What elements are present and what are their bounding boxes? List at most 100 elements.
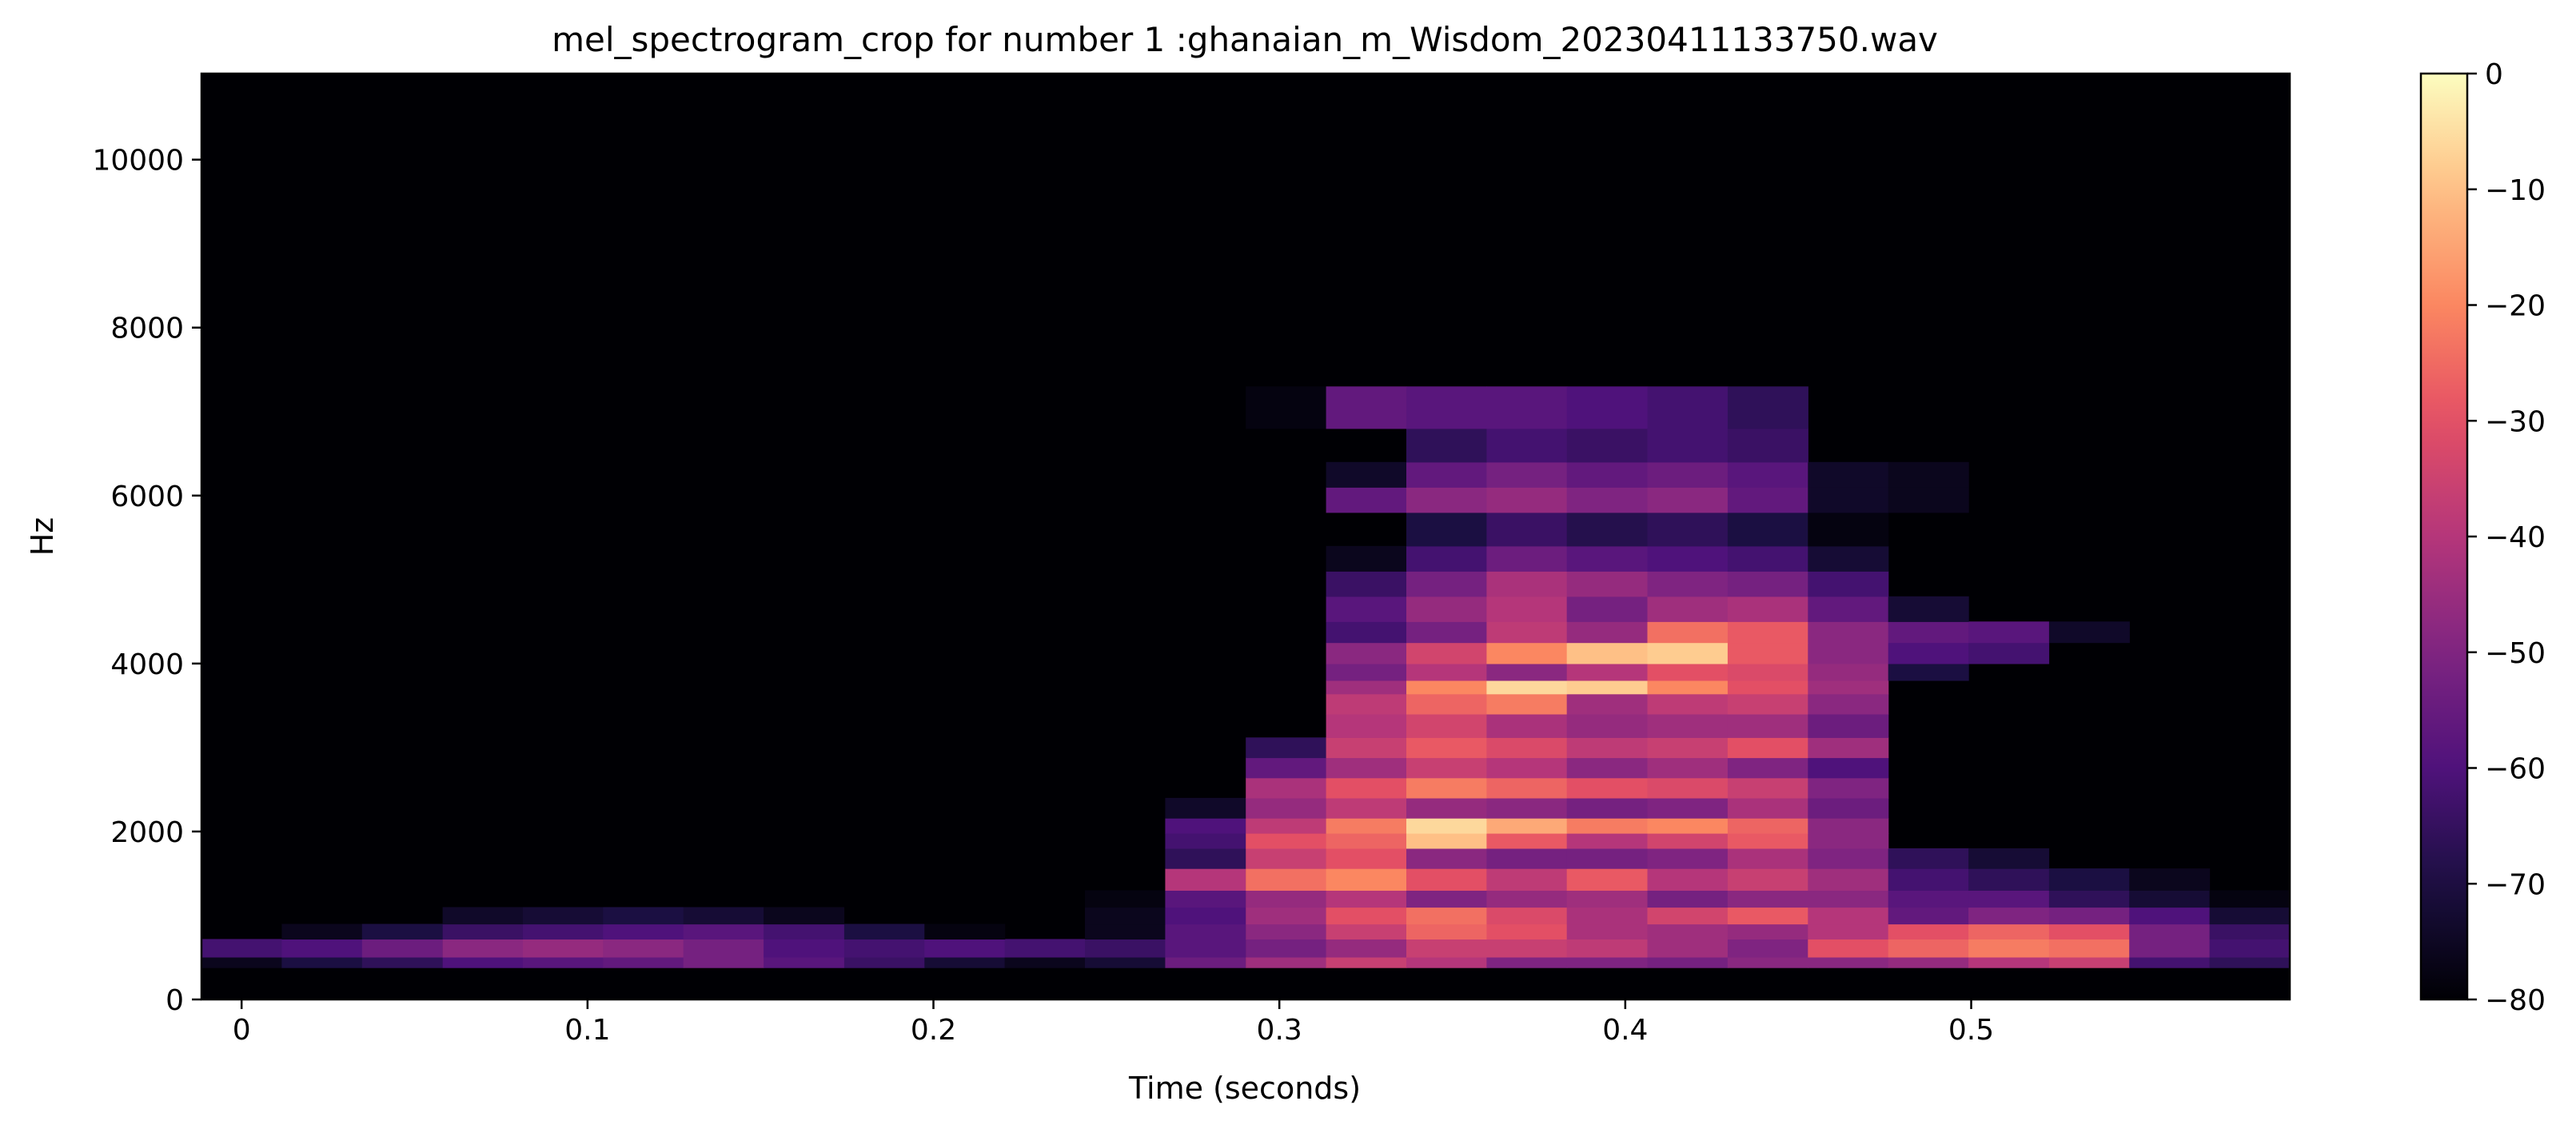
spectrogram-cell bbox=[1406, 833, 1487, 849]
spectrogram-cell bbox=[1246, 890, 1327, 908]
spectrogram-cell bbox=[764, 939, 845, 959]
spectrogram-cell bbox=[1165, 939, 1246, 959]
spectrogram-cell bbox=[2209, 924, 2291, 939]
spectrogram-cell bbox=[1406, 924, 1487, 939]
spectrogram-cell bbox=[1246, 777, 1327, 799]
spectrogram-cell bbox=[603, 939, 684, 959]
spectrogram-cell bbox=[924, 957, 1006, 968]
spectrogram-cell bbox=[1486, 680, 1568, 695]
spectrogram-cell bbox=[1406, 545, 1487, 572]
spectrogram-cell bbox=[1406, 386, 1487, 429]
spectrogram-cell bbox=[1486, 428, 1568, 463]
spectrogram-cell bbox=[1486, 663, 1568, 681]
spectrogram-cell bbox=[1486, 939, 1568, 959]
spectrogram-cell bbox=[1246, 737, 1327, 759]
spectrogram-cell bbox=[1808, 818, 1889, 834]
spectrogram-cell bbox=[1246, 924, 1327, 939]
spectrogram-cell bbox=[1808, 663, 1889, 681]
spectrogram-cell bbox=[1647, 713, 1729, 738]
spectrogram-cell bbox=[1165, 818, 1246, 834]
spectrogram-cell bbox=[1486, 757, 1568, 779]
spectrogram-cell bbox=[1406, 428, 1487, 463]
spectrogram-cell bbox=[1808, 461, 1889, 488]
spectrogram-cell bbox=[1566, 713, 1648, 738]
spectrogram-cell bbox=[1406, 907, 1487, 925]
spectrogram-cell bbox=[1808, 713, 1889, 738]
spectrogram-cell bbox=[1566, 680, 1648, 695]
spectrogram-cell bbox=[1968, 907, 2050, 925]
spectrogram-cell bbox=[1647, 939, 1729, 959]
spectrogram-cell bbox=[1727, 512, 1808, 547]
spectrogram-cell bbox=[2209, 907, 2291, 925]
spectrogram-cell bbox=[1647, 693, 1729, 715]
spectrogram-cell bbox=[1246, 757, 1327, 779]
spectrogram-cell bbox=[1406, 663, 1487, 681]
spectrogram-cell bbox=[1326, 737, 1407, 759]
spectrogram-cell bbox=[1647, 907, 1729, 925]
spectrogram-cell bbox=[1486, 868, 1568, 891]
spectrogram-cell bbox=[764, 924, 845, 939]
spectrogram-cell bbox=[1727, 777, 1808, 799]
spectrogram-cell bbox=[1406, 680, 1487, 695]
spectrogram-cell bbox=[281, 957, 363, 968]
spectrogram-cell bbox=[1406, 757, 1487, 779]
spectrogram-cell bbox=[2048, 924, 2130, 939]
spectrogram-cell bbox=[1165, 833, 1246, 849]
spectrogram-cell bbox=[442, 939, 524, 959]
spectrogram-cell bbox=[1566, 868, 1648, 891]
spectrogram-cell bbox=[1486, 545, 1568, 572]
spectrogram-cell bbox=[1165, 797, 1246, 819]
spectrogram-cell bbox=[1647, 737, 1729, 759]
chart-title: mel_spectrogram_crop for number 1 :ghana… bbox=[552, 20, 1938, 59]
spectrogram-cell bbox=[1326, 907, 1407, 925]
spectrogram-cells bbox=[201, 386, 2291, 968]
spectrogram-cell bbox=[1165, 848, 1246, 869]
spectrogram-cell bbox=[1727, 386, 1808, 429]
spectrogram-cell bbox=[1165, 890, 1246, 908]
spectrogram-cell bbox=[1727, 487, 1808, 513]
spectrogram-cell bbox=[1406, 461, 1487, 488]
spectrogram-cell bbox=[1968, 621, 2050, 644]
spectrogram-cell bbox=[1647, 512, 1729, 547]
spectrogram-cell bbox=[1727, 571, 1808, 597]
spectrogram-cell bbox=[843, 939, 925, 959]
spectrogram-cell bbox=[1888, 621, 1969, 644]
spectrogram-cell bbox=[1647, 642, 1729, 664]
spectrogram-cell bbox=[1647, 924, 1729, 939]
spectrogram-cell bbox=[603, 957, 684, 968]
spectrogram-cell bbox=[1406, 818, 1487, 834]
spectrogram-cell bbox=[1888, 848, 1969, 869]
spectrogram-cell bbox=[1406, 939, 1487, 959]
spectrogram-cell bbox=[1246, 797, 1327, 819]
spectrogram-cell bbox=[1808, 907, 1889, 925]
spectrogram-cell bbox=[1968, 848, 2050, 869]
spectrogram-cell bbox=[1808, 596, 1889, 622]
spectrogram-cell bbox=[2129, 924, 2211, 939]
spectrogram-cell bbox=[1968, 939, 2050, 959]
spectrogram-cell bbox=[1486, 461, 1568, 488]
spectrogram-cell bbox=[1486, 693, 1568, 715]
spectrogram-cell bbox=[1808, 545, 1889, 572]
spectrogram-cell bbox=[1566, 777, 1648, 799]
spectrogram-cell bbox=[442, 957, 524, 968]
spectrogram-cell bbox=[1566, 693, 1648, 715]
spectrogram-cell bbox=[1406, 571, 1487, 597]
spectrogram-cell bbox=[1406, 957, 1487, 968]
x-tick-label: 0 bbox=[233, 1014, 251, 1047]
spectrogram-cell bbox=[1727, 545, 1808, 572]
spectrogram-cell bbox=[1647, 596, 1729, 622]
spectrogram-cell bbox=[1808, 757, 1889, 779]
spectrogram-cell bbox=[1486, 907, 1568, 925]
spectrogram-cell bbox=[1566, 939, 1648, 959]
spectrogram-cell bbox=[522, 924, 604, 939]
spectrogram-cell bbox=[924, 939, 1006, 959]
spectrogram-cell bbox=[2209, 957, 2291, 968]
colorbar-tick-label: −20 bbox=[2485, 290, 2546, 323]
spectrogram-cell bbox=[442, 924, 524, 939]
spectrogram-cell bbox=[1808, 693, 1889, 715]
spectrogram-cell bbox=[1647, 663, 1729, 681]
spectrogram-cell bbox=[1566, 848, 1648, 869]
spectrogram-cell bbox=[522, 907, 604, 925]
spectrogram-cell bbox=[1486, 818, 1568, 834]
